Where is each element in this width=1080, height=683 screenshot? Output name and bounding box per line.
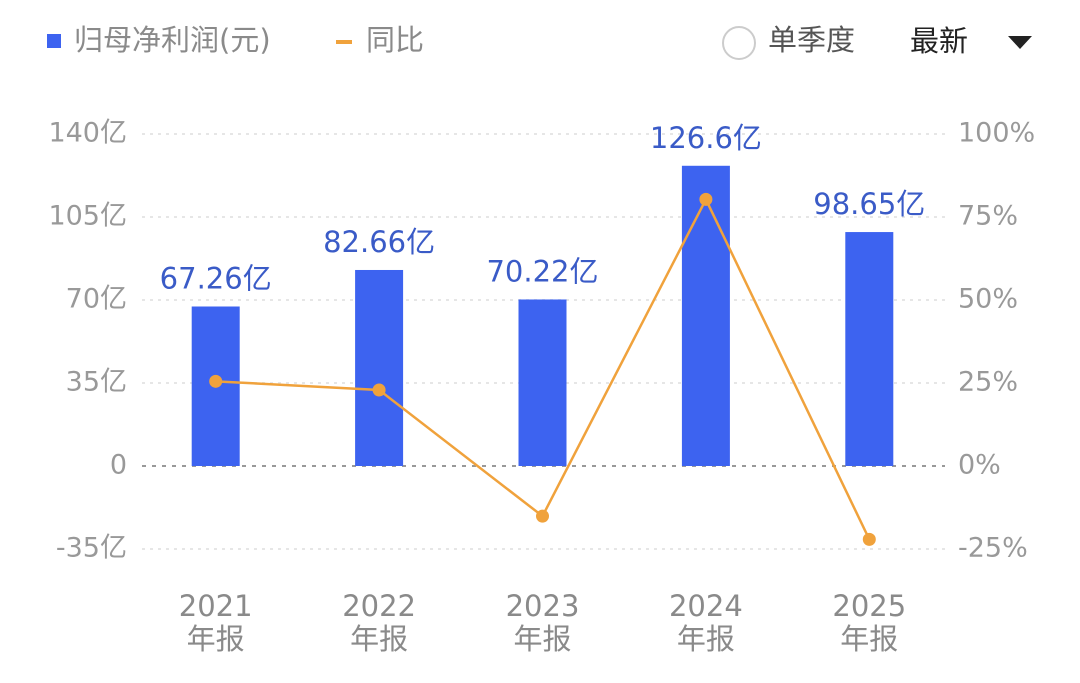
single-quarter-toggle[interactable]: 单季度	[768, 23, 855, 57]
period-select[interactable]: 最新	[910, 24, 968, 58]
y2-tick-label: -25%	[958, 533, 1028, 564]
y2-tick-label: 25%	[958, 367, 1018, 398]
y-tick-label: 0	[110, 450, 127, 481]
value-label: 67.26亿	[160, 261, 272, 295]
y-tick-label: 70亿	[66, 284, 127, 315]
value-label: 126.6亿	[650, 121, 762, 155]
bar	[518, 299, 567, 466]
y-tick-label: 105亿	[48, 201, 127, 232]
point	[372, 383, 386, 397]
legend-label[interactable]: 同比	[366, 23, 424, 57]
x-tick-label: 2021 年报	[178, 589, 253, 656]
y-tick-label: 35亿	[66, 367, 127, 398]
point	[209, 374, 223, 388]
point	[536, 509, 549, 523]
point	[699, 192, 713, 206]
point	[862, 532, 876, 546]
value-label: 82.66亿	[323, 225, 435, 259]
x-tick-label: 2025 年报	[832, 589, 907, 656]
x-tick-label: 2024 年报	[668, 589, 743, 656]
x-tick-label: 2022 年报	[342, 589, 416, 656]
radio[interactable]	[722, 26, 756, 60]
value-label: 70.22亿	[486, 254, 598, 288]
y2-tick-label: 75%	[958, 201, 1018, 232]
value-label: 98.65亿	[813, 187, 925, 221]
x-tick-label: 2023 年报	[505, 589, 580, 656]
y2-tick-label: 0%	[958, 450, 1001, 481]
bar	[355, 269, 404, 466]
y-tick-label: -35亿	[56, 533, 127, 564]
legend-label[interactable]: 归母净利润(元)	[74, 23, 271, 57]
legend-swatch	[47, 34, 61, 48]
y2-tick-label: 50%	[958, 284, 1018, 315]
dropdown-arrow[interactable]	[1008, 36, 1032, 49]
y-tick-label: 140亿	[48, 118, 127, 149]
y2-tick-label: 100%	[958, 118, 1035, 149]
bar	[845, 232, 894, 466]
bar	[681, 165, 730, 466]
